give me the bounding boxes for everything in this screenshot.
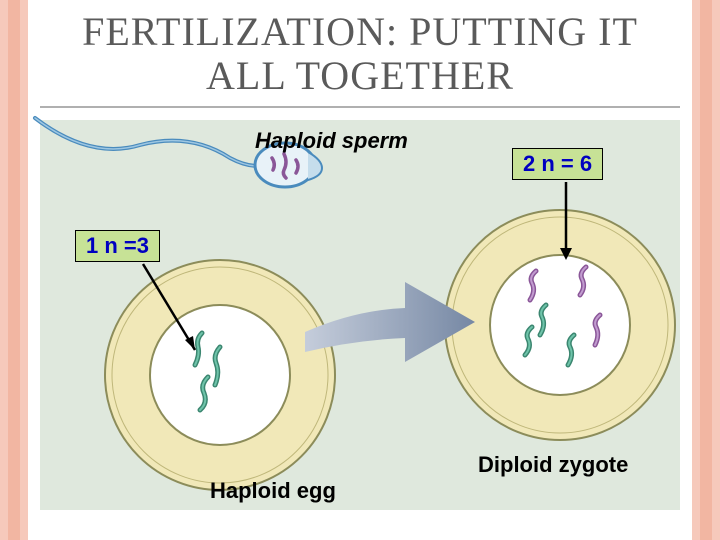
right-stripe	[692, 0, 720, 540]
haploid-arrow-icon	[135, 260, 215, 360]
diploid-annotation: 2 n = 6	[512, 148, 603, 180]
zygote-label: Diploid zygote	[478, 452, 628, 478]
sperm-label: Haploid sperm	[255, 128, 408, 154]
slide-title: FERTILIZATION: PUTTING IT ALL TOGETHER	[40, 10, 680, 98]
transition-arrow-icon	[295, 260, 485, 380]
left-stripe	[0, 0, 28, 540]
title-underline	[40, 106, 680, 108]
egg-label: Haploid egg	[210, 478, 336, 504]
diploid-arrow-icon	[548, 178, 588, 268]
diagram-area: Haploid sperm Haploid egg Diploid zygote…	[40, 120, 680, 510]
haploid-annotation: 1 n =3	[75, 230, 160, 262]
